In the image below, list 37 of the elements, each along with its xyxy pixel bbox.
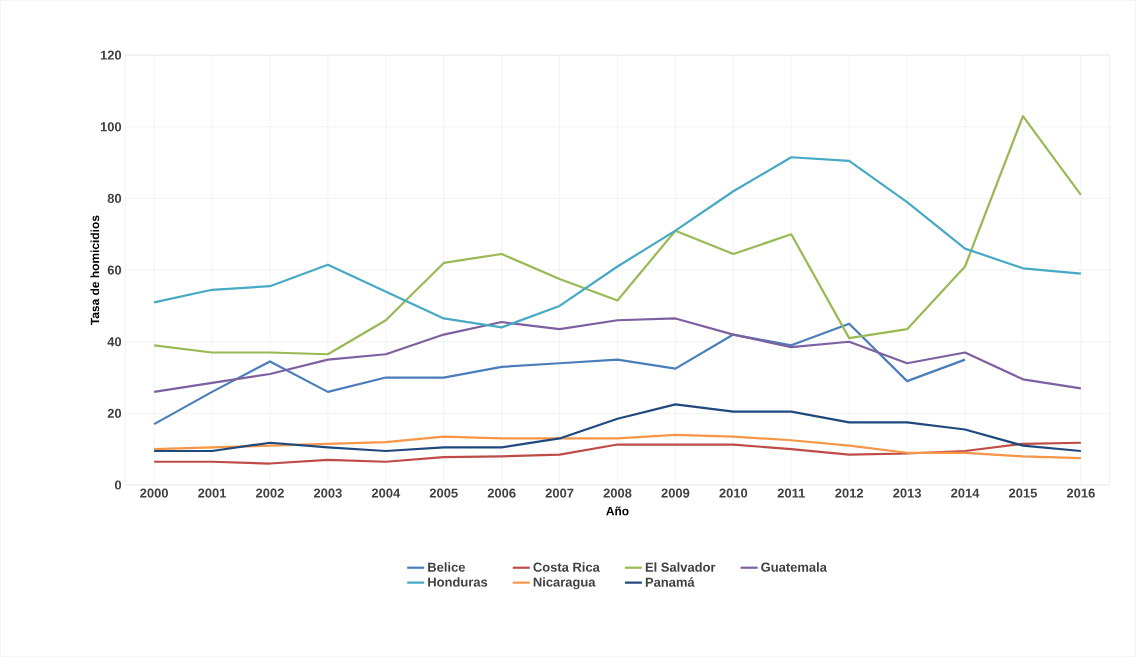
y-tick-label: 20 (107, 408, 122, 418)
y-tick-label: 60 (107, 265, 122, 275)
legend-label: Guatemala (761, 562, 827, 572)
x-tick-label: 2015 (1008, 488, 1037, 498)
y-axis-title: Tasa de homicidios (90, 215, 100, 325)
x-tick-label: 2006 (487, 488, 516, 498)
legend-label: El Salvador (645, 562, 716, 572)
x-tick-label: 2000 (140, 488, 168, 498)
legend-label: Panamá (645, 577, 695, 587)
x-tick-label: 2007 (545, 488, 574, 498)
line-series (153, 317, 1082, 393)
x-tick-label: 2004 (371, 488, 401, 498)
legend-label: Honduras (428, 577, 488, 587)
legend-label: Belice (428, 562, 465, 572)
y-tick-label: 120 (100, 50, 122, 60)
x-tick-label: 2016 (1066, 488, 1095, 498)
legend-label: Costa Rica (533, 562, 600, 572)
x-tick-label: 2013 (893, 488, 922, 498)
y-tick-label: 40 (107, 337, 122, 347)
y-tick-label: 100 (100, 122, 122, 132)
x-tick-label: 2003 (313, 488, 342, 498)
line-series (153, 322, 967, 426)
x-axis-title: Año (606, 506, 629, 516)
x-tick-label: 2001 (198, 488, 227, 498)
x-tick-label: 2005 (429, 488, 458, 498)
line-series (153, 114, 1082, 356)
x-tick-label: 2012 (835, 488, 864, 498)
x-tick-label: 2014 (951, 488, 980, 498)
legend-label: Nicaragua (533, 577, 596, 590)
x-tick-label: 2011 (777, 488, 805, 498)
line-series (153, 403, 1082, 453)
x-tick-label: 2002 (256, 488, 284, 498)
y-tick-label: 80 (107, 193, 122, 203)
x-tick-label: 2008 (603, 488, 632, 498)
x-tick-label: 2009 (661, 488, 690, 498)
x-tick-label: 2010 (719, 488, 748, 498)
y-tick-label: 0 (114, 480, 122, 490)
